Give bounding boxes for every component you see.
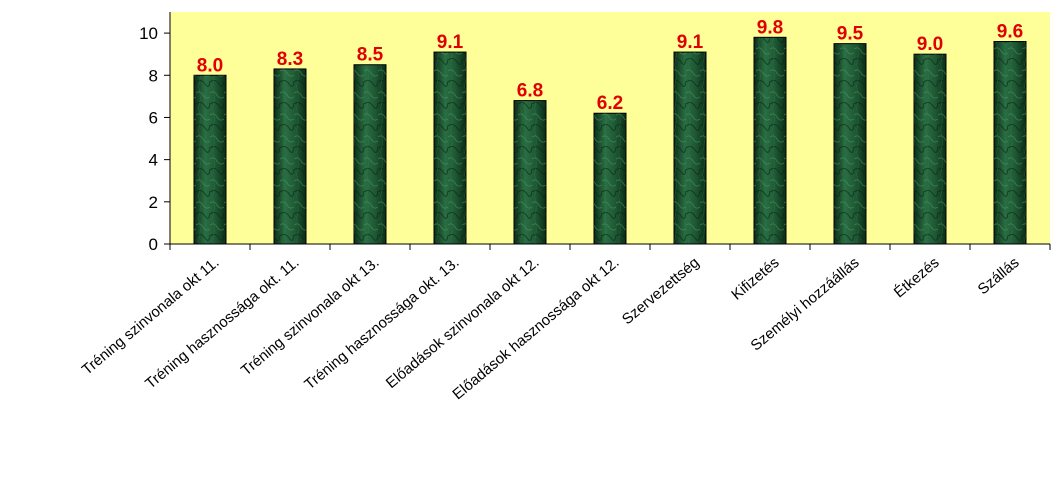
axes-layer <box>164 12 1051 250</box>
bar <box>753 36 787 245</box>
y-tick-label: 8 <box>149 66 158 85</box>
data-label: 8.5 <box>357 45 384 66</box>
bar <box>913 53 947 245</box>
bar <box>353 64 387 245</box>
bar <box>513 100 547 245</box>
y-tick-label: 6 <box>149 108 158 127</box>
data-label: 9.0 <box>917 34 943 55</box>
category-label: Tréning hasznossága okt. 11. <box>142 254 302 392</box>
bar <box>193 74 227 245</box>
category-label: Előadások szinvonala okt 12. <box>383 254 543 392</box>
data-label: 8.3 <box>277 49 303 70</box>
category-label: Kifizetés <box>728 254 782 303</box>
category-label: Szállás <box>975 254 1023 298</box>
data-label: 6.2 <box>597 93 623 114</box>
category-label: Tréning szinvonala okt 11. <box>79 254 223 379</box>
bar <box>593 112 627 245</box>
data-label: 8.0 <box>197 55 223 76</box>
data-label: 9.1 <box>677 32 704 53</box>
y-tick-label: 10 <box>139 24 158 43</box>
category-label: Tréning szinvonala okt 13. <box>238 254 383 379</box>
data-label: 9.5 <box>837 24 864 45</box>
bar <box>833 43 867 245</box>
bars-layer <box>193 36 1027 245</box>
data-label: 9.1 <box>437 32 464 53</box>
data-label: 9.6 <box>997 22 1023 43</box>
y-tick-label: 0 <box>149 235 158 254</box>
bar <box>273 68 307 245</box>
bar <box>673 51 707 245</box>
category-label: Étkezés <box>891 254 943 301</box>
category-label: Szervezettség <box>619 254 703 328</box>
y-tick-label: 4 <box>149 151 158 170</box>
data-label: 9.8 <box>757 17 783 38</box>
category-label: Tréning hasznossága okt. 13. <box>301 254 462 393</box>
bar <box>993 41 1027 245</box>
category-label: Előadások hasznossága okt 12. <box>449 254 622 403</box>
data-label: 6.8 <box>517 81 543 102</box>
bar <box>433 51 467 245</box>
y-tick-label: 2 <box>149 193 158 212</box>
